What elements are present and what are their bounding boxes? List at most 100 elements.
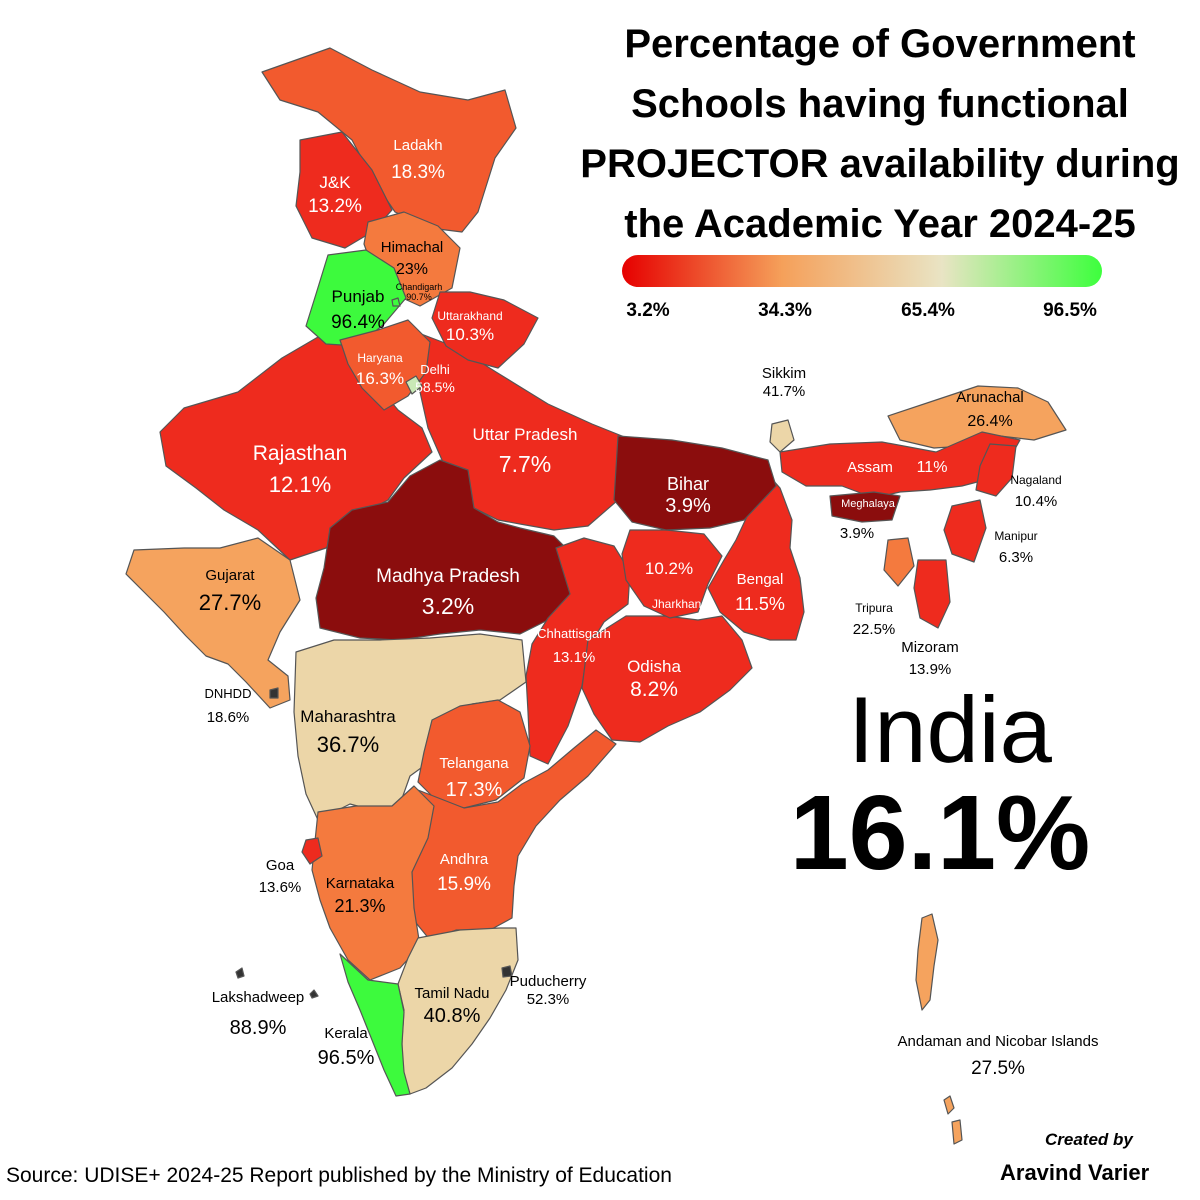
region-value-assam: 11% [917,459,948,476]
region-name-madhya-pradesh: Madhya Pradesh [376,566,520,587]
region-value-bihar: 3.9% [665,495,711,517]
region-uttarakhand [431,291,539,369]
region-name-himachal: Himachal [381,239,444,256]
region-value-tripura: 22.5% [853,621,896,638]
credit-author: Aravind Varier [1000,1160,1150,1185]
region-value-uttarakhand: 10.3% [446,325,494,344]
region-value-nagaland: 10.4% [1015,493,1058,510]
legend-tick-3: 65.4% [901,300,955,321]
region-value-meghalaya: 3.9% [840,525,874,542]
national-value: 16.1% [789,774,1091,892]
region-telangana [417,699,531,809]
region-value-karnataka: 21.3% [334,896,385,916]
region-arunachal [887,385,1067,449]
region-value-andhra: 15.9% [437,874,491,895]
region-odisha [581,615,753,743]
region-delhi [405,375,423,395]
region-value-delhi: 58.5% [415,379,455,395]
region-chandigarh [391,297,401,307]
region-value-chandigarh: 90.7% [406,292,432,302]
region-value-manipur: 6.3% [999,549,1033,566]
region-name-lakshadweep: Lakshadweep [212,989,305,1006]
color-scale-bar [622,255,1102,287]
region-value-punjab: 96.4% [331,312,385,333]
region-value-himachal: 23% [396,261,428,278]
region-name-uttar-pradesh: Uttar Pradesh [473,425,578,444]
region-name-bihar: Bihar [667,474,709,494]
region-value-haryana: 16.3% [356,369,404,388]
region-name-meghalaya: Meghalaya [841,498,896,510]
region-value-tamil-nadu: 40.8% [424,1005,481,1027]
region-value-jandk: 13.2% [308,196,362,217]
region-sikkim [769,419,795,453]
region-name-chandigarh: Chandigarh [396,282,443,292]
region-value-uttar-pradesh: 7.7% [499,451,551,477]
title-line-1: Percentage of Government [624,22,1136,66]
region-name-goa: Goa [266,857,295,874]
region-name-punjab: Punjab [332,287,385,306]
title-line-3: PROJECTOR availability during [580,142,1180,186]
region-value-chhattisgarh: 13.1% [553,649,596,666]
region-puducherry [501,965,513,978]
region-assam [779,431,1021,499]
region-name-jharkhand: Jharkhand [652,597,708,611]
credit-caption: Created by [1045,1130,1133,1149]
region-gujarat [125,537,301,709]
region-value-puducherry: 52.3% [527,991,570,1008]
region-value-dnhdd: 18.6% [207,709,250,726]
region-value-maharashtra: 36.7% [317,732,379,757]
region-bihar [613,435,777,531]
region-value-telangana: 17.3% [446,779,503,801]
region-name-puducherry: Puducherry [510,973,587,990]
region-manipur [943,499,987,563]
region-karnataka [311,785,435,981]
region-name-delhi: Delhi [420,362,450,377]
legend-tick-2: 34.3% [758,300,812,321]
region-name-assam: Assam [847,459,893,476]
source-note: Source: UDISE+ 2024-25 Report published … [6,1164,672,1187]
region-mizoram [913,559,951,629]
region-value-kerala: 96.5% [318,1047,375,1069]
region-value-gujarat: 27.7% [199,590,261,615]
region-andaman-and-nicobar-islands [915,913,963,1145]
region-name-kerala: Kerala [324,1025,368,1042]
region-value-arunachal: 26.4% [967,413,1012,430]
legend-tick-min: 3.2% [626,300,670,321]
region-dnhdd [269,687,279,699]
region-uttar-pradesh [415,331,643,531]
region-value-andaman-and-nicobar-islands: 27.5% [971,1058,1025,1079]
region-meghalaya [829,491,901,523]
region-name-maharashtra: Maharashtra [300,707,396,726]
region-name-karnataka: Karnataka [326,875,395,892]
region-jharkhand [621,529,723,619]
region-name-haryana: Haryana [357,351,403,365]
region-goa [301,837,323,865]
region-lakshadweep [235,967,319,999]
region-name-uttarakhand: Uttarakhand [437,309,502,323]
region-name-andaman-and-nicobar-islands: Andaman and Nicobar Islands [898,1033,1099,1050]
region-value-bengal: 11.5% [735,594,785,614]
region-name-rajasthan: Rajasthan [253,442,348,465]
map-title: Percentage of Government Schools having … [560,14,1200,254]
region-name-odisha: Odisha [627,657,681,676]
region-name-manipur: Manipur [994,529,1037,543]
region-name-chhattisgarh: Chhattisgarh [537,626,611,641]
legend-tick-max: 96.5% [1043,300,1097,321]
region-value-rajasthan: 12.1% [269,472,331,497]
region-value-sikkim: 41.7% [763,383,806,400]
region-value-odisha: 8.2% [630,678,678,701]
region-name-sikkim: Sikkim [762,365,806,382]
region-ladakh [261,47,517,233]
region-nagaland [975,443,1017,497]
title-line-4: the Academic Year 2024-25 [624,202,1136,246]
region-name-andhra: Andhra [440,851,489,868]
region-value-mizoram: 13.9% [909,661,952,678]
region-name-arunachal: Arunachal [956,389,1024,406]
region-name-mizoram: Mizoram [901,639,959,656]
region-name-tamil-nadu: Tamil Nadu [414,985,489,1002]
national-label: India [848,677,1052,782]
region-name-nagaland: Nagaland [1010,473,1061,487]
region-kerala [339,953,411,1097]
region-value-ladakh: 18.3% [391,162,445,183]
